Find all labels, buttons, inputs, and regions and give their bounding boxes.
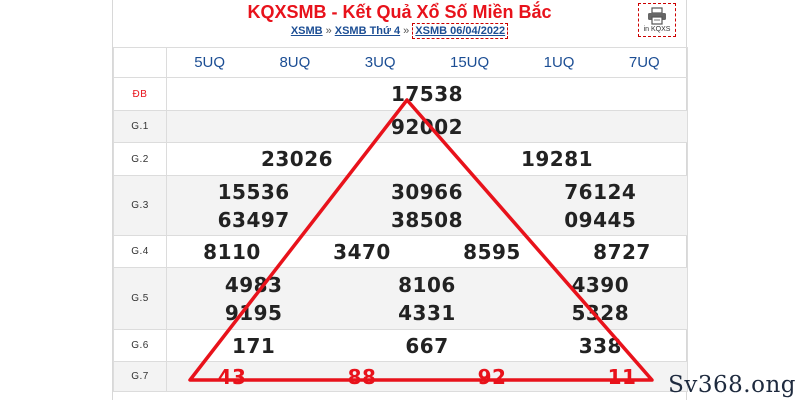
prize-numbers: 8110 3470 8595 8727 xyxy=(166,235,688,268)
breadcrumb: XSMB» XSMB Thứ 4» XSMB 06/04/2022 xyxy=(113,23,686,39)
prize-row-g6: G.6 171 667 338 xyxy=(113,329,688,362)
breadcrumb-separator: » xyxy=(325,25,332,37)
print-label: in KQXS xyxy=(643,26,671,33)
code-item: 15UQ xyxy=(450,54,490,71)
print-button[interactable]: in KQXS xyxy=(638,3,676,37)
breadcrumb-xsmb[interactable]: XSMB xyxy=(290,25,323,37)
prize-label: G.5 xyxy=(113,267,167,330)
prize-numbers: 15536 30966 76124 63497 38508 09445 xyxy=(166,175,688,236)
codes-cell: 5UQ 8UQ 3UQ 15UQ 1UQ 7UQ xyxy=(166,47,688,78)
prize-number: 8595 xyxy=(463,239,521,264)
prize-number: 19281 xyxy=(520,147,594,171)
results-board: KQXSMB - Kết Quả Xổ Số Miền Bắc XSMB» XSM… xyxy=(112,0,688,400)
prize-label: G.7 xyxy=(113,361,167,392)
prize-number: 8106 xyxy=(398,272,456,297)
code-item: 7UQ xyxy=(628,54,660,71)
printer-icon xyxy=(648,7,666,25)
prize-number: 15536 xyxy=(217,179,290,204)
prize-number: 23026 xyxy=(260,147,334,171)
prize-label: G.4 xyxy=(113,235,167,268)
breadcrumb-xsmb-thu4[interactable]: XSMB Thứ 4 xyxy=(334,25,401,37)
prize-label: G.3 xyxy=(113,175,167,236)
prize-number: 92002 xyxy=(166,110,688,143)
prize-numbers: 171 667 338 xyxy=(166,329,688,362)
prize-number: 76124 xyxy=(564,179,637,204)
prize-number: 3470 xyxy=(333,239,391,264)
prize-numbers: 23026 19281 xyxy=(166,142,688,176)
page-title: KQXSMB - Kết Quả Xổ Số Miền Bắc xyxy=(247,2,552,22)
code-item: 1UQ xyxy=(543,54,575,71)
prize-row-g1: G.1 92002 xyxy=(113,110,688,143)
prize-label: G.2 xyxy=(113,142,167,176)
watermark: Sv368.ong xyxy=(668,372,796,398)
results-header: KQXSMB - Kết Quả Xổ Số Miền Bắc XSMB» XSM… xyxy=(113,0,686,46)
prize-row-g4: G.4 8110 3470 8595 8727 xyxy=(113,235,688,268)
prize-number: 667 xyxy=(405,333,449,358)
prize-row-g2: G.2 23026 19281 xyxy=(113,142,688,176)
code-item: 8UQ xyxy=(279,54,311,71)
prize-number: 92 xyxy=(477,364,507,389)
prize-number: 09445 xyxy=(564,207,637,232)
results-table: 5UQ 8UQ 3UQ 15UQ 1UQ 7UQ ĐB 17538 G.1 92… xyxy=(113,47,688,392)
prize-label: G.6 xyxy=(113,329,167,362)
code-item: 5UQ xyxy=(194,54,226,71)
prize-number: 338 xyxy=(578,333,622,358)
breadcrumb-date[interactable]: XSMB 06/04/2022 xyxy=(412,23,509,39)
prize-numbers: 4983 8106 4390 9195 4331 5328 xyxy=(166,267,688,330)
prize-number: 4390 xyxy=(571,272,630,297)
prize-number: 4983 xyxy=(224,272,283,297)
prize-number: 5328 xyxy=(571,300,630,325)
prize-row-g7: G.7 43 88 92 11 xyxy=(113,361,688,392)
prize-number: 9195 xyxy=(224,300,283,325)
special-prize-number: 17538 xyxy=(166,77,688,111)
prize-row-g5: G.5 4983 8106 4390 9195 4331 5328 xyxy=(113,267,688,330)
prize-number: 30966 xyxy=(390,179,464,204)
prize-number: 8110 xyxy=(203,239,261,264)
breadcrumb-separator: » xyxy=(403,25,410,37)
prize-number: 38508 xyxy=(390,207,464,232)
codes-row: 5UQ 8UQ 3UQ 15UQ 1UQ 7UQ xyxy=(113,47,688,78)
prize-number: 8727 xyxy=(593,239,651,264)
prize-row-db: ĐB 17538 xyxy=(113,77,688,111)
prize-row-g3: G.3 15536 30966 76124 63497 38508 09445 xyxy=(113,175,688,236)
code-item: 3UQ xyxy=(364,54,396,71)
prize-number: 171 xyxy=(232,333,276,358)
prize-numbers: 43 88 92 11 xyxy=(166,361,688,392)
prize-number: 43 xyxy=(217,364,247,389)
prize-number: 88 xyxy=(347,364,377,389)
prize-number: 4331 xyxy=(398,300,456,325)
prize-label: ĐB xyxy=(113,77,167,111)
prize-number: 63497 xyxy=(217,207,290,232)
prize-label: G.1 xyxy=(113,110,167,143)
codes-label-cell xyxy=(113,47,167,78)
